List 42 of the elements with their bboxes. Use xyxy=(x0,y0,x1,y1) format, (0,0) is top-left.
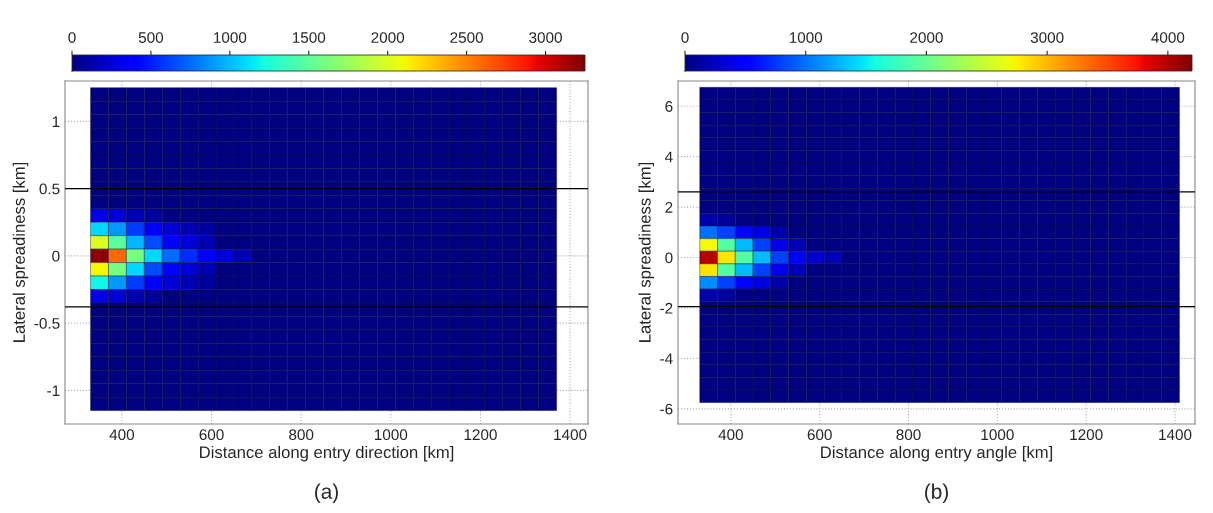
y-tick-label: -6 xyxy=(660,403,673,415)
x-axis-title: Distance along entry direction [km] xyxy=(200,445,454,462)
color-bar-label: 1500 xyxy=(292,32,326,43)
text: (b) xyxy=(925,483,948,503)
y-tick-label: 0 xyxy=(52,250,60,262)
x-tick-label: 600 xyxy=(199,429,224,441)
color-bar-label: 4000 xyxy=(1151,32,1185,43)
x-tick-label: 1400 xyxy=(554,429,587,441)
y-tick-label: 6 xyxy=(665,101,673,112)
color-bar-label: 1000 xyxy=(214,32,247,43)
y-tick-label: -0.5 xyxy=(34,317,60,329)
x-axis-title: Distance along entry angle [km] xyxy=(821,445,1053,462)
x-tick-label: 400 xyxy=(718,429,743,441)
x-tick-label: 800 xyxy=(289,429,314,441)
color-bar-label: 2000 xyxy=(371,32,405,43)
y-tick-label: 4 xyxy=(664,151,673,163)
x-tick-label: 1000 xyxy=(374,429,408,441)
y-tick-label: 0 xyxy=(665,252,673,264)
y-tick-label: 2 xyxy=(665,201,673,213)
text: (a) xyxy=(315,483,338,503)
y-axis-title: Lateral spreadiness [km] xyxy=(638,162,654,342)
x-tick-label: 800 xyxy=(896,429,921,441)
y-tick-label: -2 xyxy=(660,302,673,314)
y-tick-label: 1 xyxy=(52,116,60,127)
x-tick-label: 1200 xyxy=(1070,429,1103,441)
color-bar-label: 0 xyxy=(681,32,689,43)
x-tick-label: 400 xyxy=(109,429,135,441)
y-tick-label: 0.5 xyxy=(39,183,60,195)
color-bar-label: 3000 xyxy=(1030,32,1064,43)
x-tick-label: 600 xyxy=(807,429,832,441)
x-tick-label: 1400 xyxy=(1159,429,1192,441)
color-bar-label: 1000 xyxy=(789,32,823,43)
y-tick-label: -1 xyxy=(47,385,60,396)
y-axis-title: Lateral spreadiness [km] xyxy=(12,162,29,342)
color-bar-label: 2500 xyxy=(450,32,484,43)
y-tick-label: -4 xyxy=(660,353,673,364)
color-bar-label: 0 xyxy=(68,32,76,43)
color-bar-label: 2000 xyxy=(910,32,943,43)
color-bar-label: 500 xyxy=(138,32,164,43)
x-tick-label: 1000 xyxy=(981,429,1014,441)
x-tick-label: 1200 xyxy=(464,429,497,441)
color-bar-label: 3000 xyxy=(529,32,562,43)
